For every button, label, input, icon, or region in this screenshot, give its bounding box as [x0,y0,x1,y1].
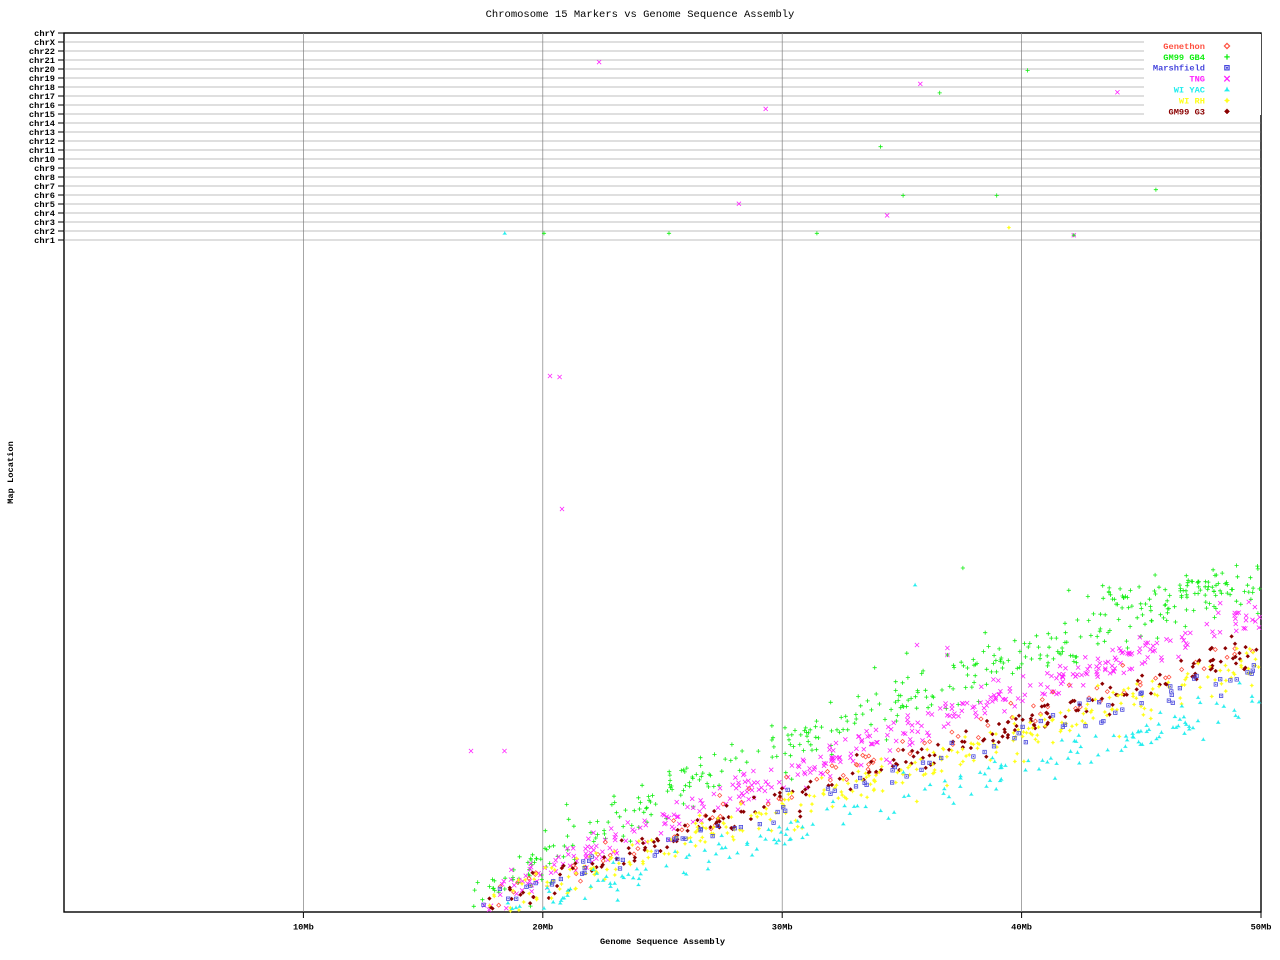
svg-text:Chromosome 15 Markers vs Genom: Chromosome 15 Markers vs Genome Sequence… [486,9,795,21]
svg-text:30Mb: 30Mb [772,923,793,933]
svg-text:10Mb: 10Mb [293,923,314,933]
svg-text:Marshfield: Marshfield [1153,64,1205,74]
svg-text:WI YAC: WI YAC [1174,86,1205,96]
svg-text:chr1: chr1 [34,236,55,246]
svg-text:50Mb: 50Mb [1251,923,1272,933]
svg-text:40Mb: 40Mb [1011,923,1032,933]
svg-text:WI RH: WI RH [1179,96,1205,106]
svg-text:GM99 GB4: GM99 GB4 [1163,53,1205,63]
svg-text:GM99 G3: GM99 G3 [1169,107,1206,117]
svg-text:Genethon: Genethon [1163,42,1205,52]
svg-text:20Mb: 20Mb [532,923,553,933]
svg-text:Genome Sequence Assembly: Genome Sequence Assembly [600,937,726,947]
svg-text:TNG: TNG [1189,75,1205,85]
svg-text:Map Location: Map Location [6,441,16,504]
